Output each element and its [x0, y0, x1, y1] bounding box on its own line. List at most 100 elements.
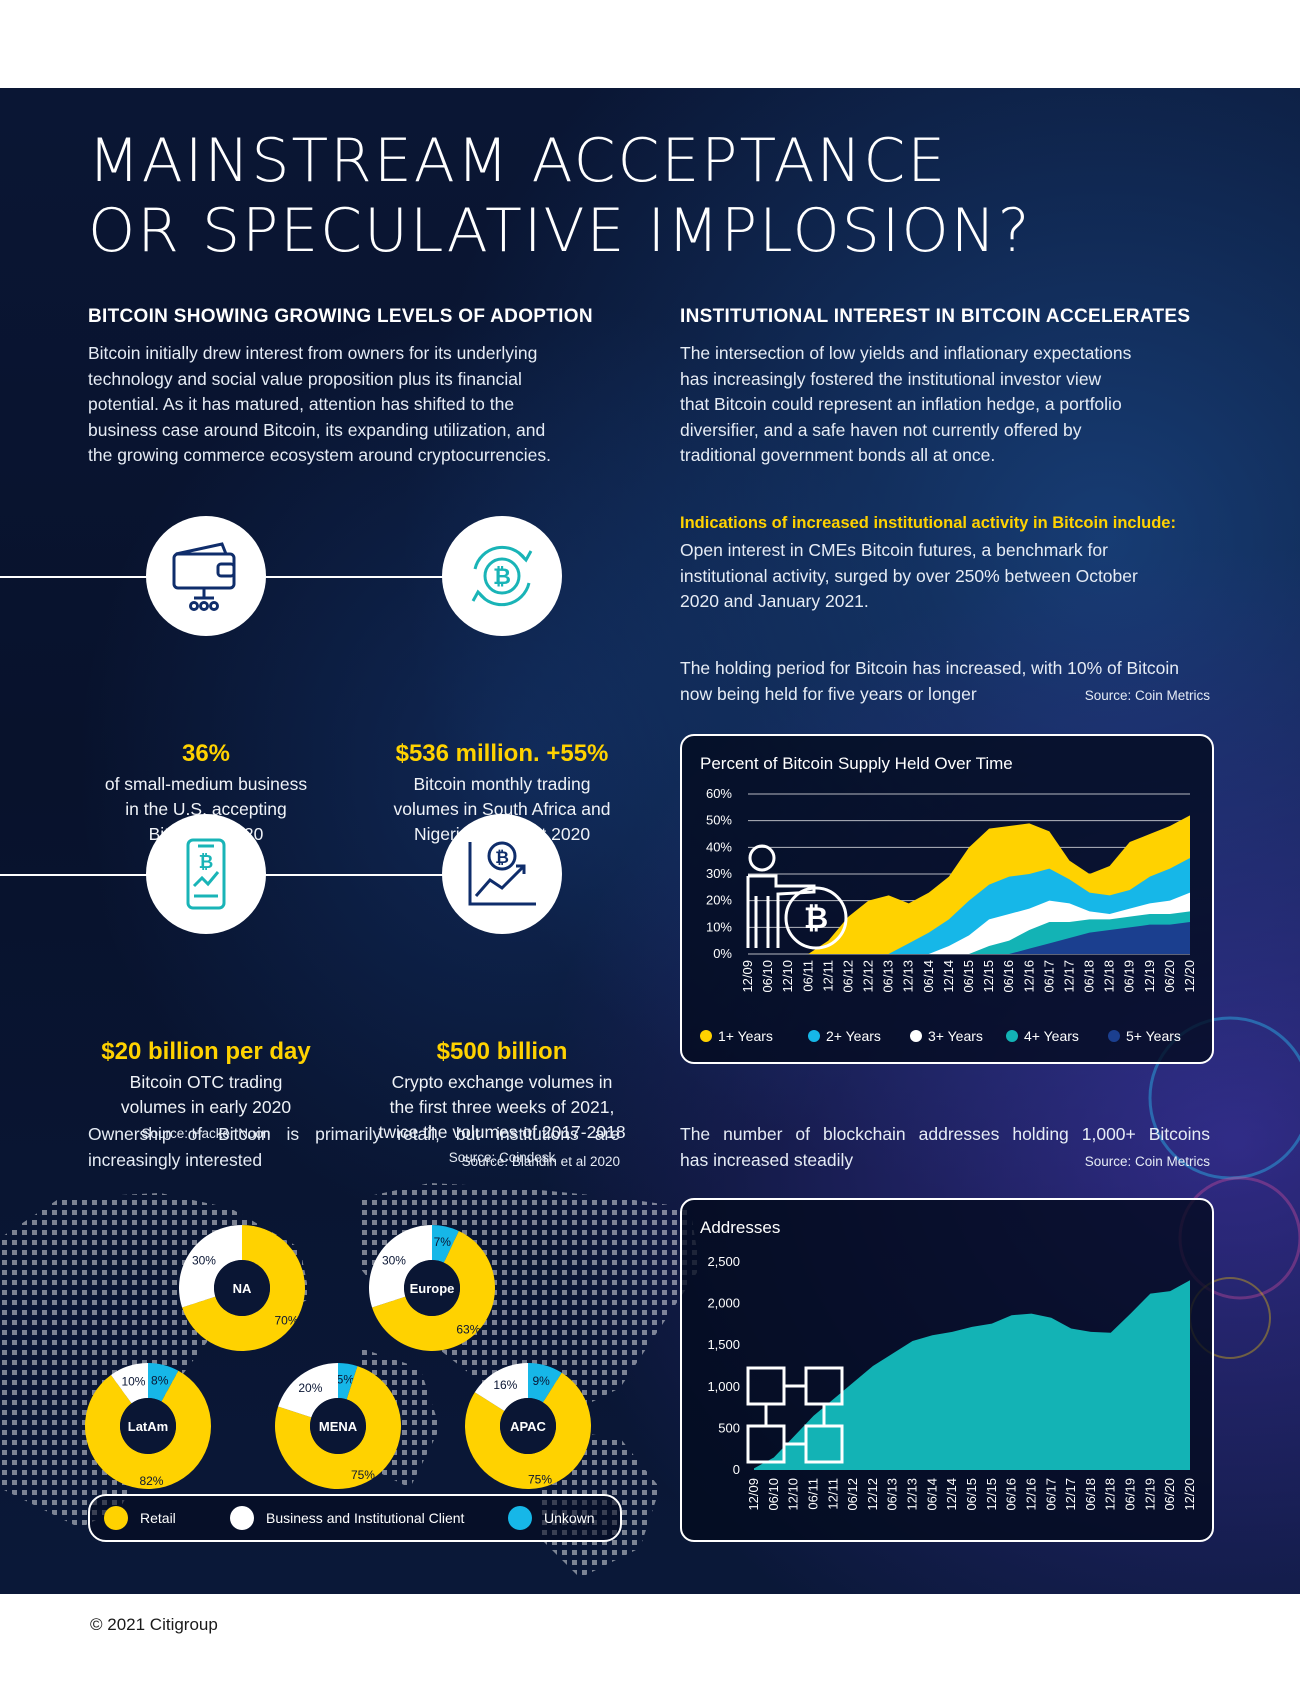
legend-swatch [508, 1506, 532, 1530]
donut-value-label: 7% [434, 1235, 452, 1249]
addresses-line: has increased steadily [680, 1149, 854, 1170]
x-tick-label: 12/20 [1182, 1478, 1197, 1511]
y-tick-label: 2,000 [707, 1296, 740, 1311]
y-tick-label: 0% [713, 946, 732, 961]
supply-held-plot: 60% 50% 40% 30% 20% 10% 0% 12/09 06/10 12/10 06/11… [706, 786, 1197, 993]
donut-hole [500, 1398, 556, 1454]
x-tick-label: 12/10 [786, 1478, 801, 1511]
stat-description: Crypto exchange volumes in the first thr… [360, 1070, 644, 1145]
stat-desc-line: twice the volumes of 2017-2018 [378, 1122, 626, 1142]
x-tick-label: 06/19 [1123, 1478, 1138, 1511]
left-intro-line: potential. As it has matured, attention … [88, 394, 515, 414]
legend-item: 1+ Years [700, 1028, 773, 1044]
holding-source: Source: Coin Metrics [1084, 688, 1210, 703]
donut-slice [464, 1372, 591, 1489]
indications-heading: Indications of increased institutional a… [680, 514, 1176, 532]
x-tick-label: 06/19 [1122, 960, 1137, 993]
y-tick-label: 20% [706, 893, 732, 908]
donut-hole [120, 1398, 176, 1454]
addresses-source: Source: Coin Metrics [1084, 1154, 1210, 1169]
donut-slice [338, 1363, 358, 1400]
addresses-chart: Addresses 2,500 2,000 1,500 1,000 500 0 12/09 0… [680, 1198, 1214, 1542]
legend-swatch [700, 1030, 712, 1042]
holding-line: now being held for five years or longer [680, 683, 977, 704]
donut-value-label: 5% [337, 1373, 355, 1387]
legend-label: 4+ Years [1024, 1028, 1079, 1044]
indications-line: 2020 and January 2021. [680, 591, 869, 611]
x-tick-label: 06/11 [800, 960, 815, 992]
stat-source: Source: Coindesk [448, 1150, 556, 1165]
supply-held-legend: 1+ Years 2+ Years 3+ Years 4+ Years 5+ Years [700, 1028, 1200, 1048]
svg-text:₿: ₿ [495, 848, 509, 868]
left-heading: BITCOIN SHOWING GROWING LEVELS OF ADOPTI… [88, 306, 593, 327]
legend-item-unknown: Unkown [508, 1506, 595, 1530]
chart-title: Addresses [700, 1218, 781, 1237]
x-tick-label: 06/12 [845, 1478, 860, 1511]
x-tick-label: 12/19 [1142, 1478, 1157, 1511]
y-tick-label: 30% [706, 866, 732, 881]
x-tick-label: 06/12 [840, 960, 855, 993]
left-intro-line: business case around Bitcoin, its expand… [88, 419, 546, 440]
presenter-bitcoin-icon: ₿ [746, 844, 848, 950]
series-area [748, 922, 1190, 954]
donut-na: 70% 30% NA [178, 1225, 305, 1351]
donut-value-label: 20% [298, 1381, 322, 1395]
legend-item: 2+ Years [808, 1028, 881, 1044]
stat-desc-line: Bitcoin monthly trading [413, 774, 591, 794]
legend-swatch [104, 1506, 128, 1530]
svg-text:₿: ₿ [493, 565, 511, 590]
x-tick-label: 06/18 [1083, 1478, 1098, 1511]
x-tick-label: 12/11 [825, 1478, 840, 1510]
bitcoin-growth-chart-icon: ₿ [442, 814, 562, 934]
y-tick-label: 1,500 [707, 1337, 740, 1352]
x-tick-label: 06/18 [1082, 960, 1097, 993]
donut-value-label: 63% [456, 1322, 480, 1336]
donut-value-label: 10% [121, 1374, 145, 1388]
donut-europe: 7% 63% 30% Europe [368, 1225, 495, 1351]
donut-value-label: 8% [151, 1373, 169, 1387]
donut-slice [148, 1363, 179, 1402]
legend-label: Retail [140, 1510, 176, 1526]
x-tick-label: 06/13 [885, 1478, 900, 1511]
donut-slice [274, 1366, 401, 1489]
x-tick-label: 06/16 [1001, 960, 1016, 993]
x-tick-label: 06/15 [964, 1478, 979, 1511]
donut-value-label: 30% [382, 1253, 406, 1267]
x-tick-label: 12/15 [981, 960, 996, 993]
right-intro-line: has increasingly fostered the institutio… [680, 368, 1102, 389]
right-intro-line: The intersection of low yields and infla… [680, 343, 1132, 363]
legend-label: 3+ Years [928, 1028, 983, 1044]
donut-mena: 5% 75% 20% MENA [274, 1363, 401, 1489]
donut-region-label: MENA [319, 1419, 358, 1434]
network-blocks-icon [746, 1366, 844, 1464]
y-tick-label: 50% [706, 813, 732, 828]
svg-text:₿: ₿ [804, 901, 828, 936]
x-tick-label: 12/18 [1102, 960, 1117, 993]
bitcoin-cycle-icon: ₿ [442, 516, 562, 636]
stat-source: Source: Hacker Noon [141, 1126, 271, 1141]
donut-apac: 9% 75% 16% APAC [464, 1363, 591, 1489]
stat-desc-line: the first three weeks of 2021, [389, 1097, 615, 1117]
addresses-plot: 2,500 2,000 1,500 1,000 500 0 12/09 06/10 12/10 0… [707, 1254, 1197, 1511]
donut-value-label: 9% [532, 1374, 550, 1388]
x-tick-label: 06/15 [961, 960, 976, 993]
ownership-text: Ownership of Bitcoin is primarily retail… [88, 1122, 620, 1173]
title-line-2: OR SPECULATIVE IMPLOSION? [88, 196, 1032, 266]
addresses-text: The number of blockchain addresses holdi… [680, 1122, 1210, 1173]
donut-region-label: LatAm [128, 1419, 168, 1434]
donut-slice [182, 1225, 305, 1351]
left-intro-line: technology and social value proposition … [88, 368, 522, 389]
donut-hole [214, 1260, 270, 1316]
legend-item: 4+ Years [1006, 1028, 1079, 1044]
x-tick-label: 06/16 [1004, 1478, 1019, 1511]
donut-slice [528, 1363, 562, 1403]
x-tick-label: 06/10 [766, 1478, 781, 1511]
addresses-area [754, 1280, 1190, 1470]
stat-value: $20 billion per day [101, 1038, 311, 1065]
x-tick-label: 12/15 [984, 1478, 999, 1511]
donut-region-label: NA [233, 1281, 252, 1296]
donut-slice [110, 1363, 148, 1404]
legend-item-business: Business and Institutional Client [230, 1506, 464, 1530]
x-tick-label: 12/14 [944, 1478, 959, 1511]
legend-label: Business and Institutional Client [266, 1510, 465, 1526]
